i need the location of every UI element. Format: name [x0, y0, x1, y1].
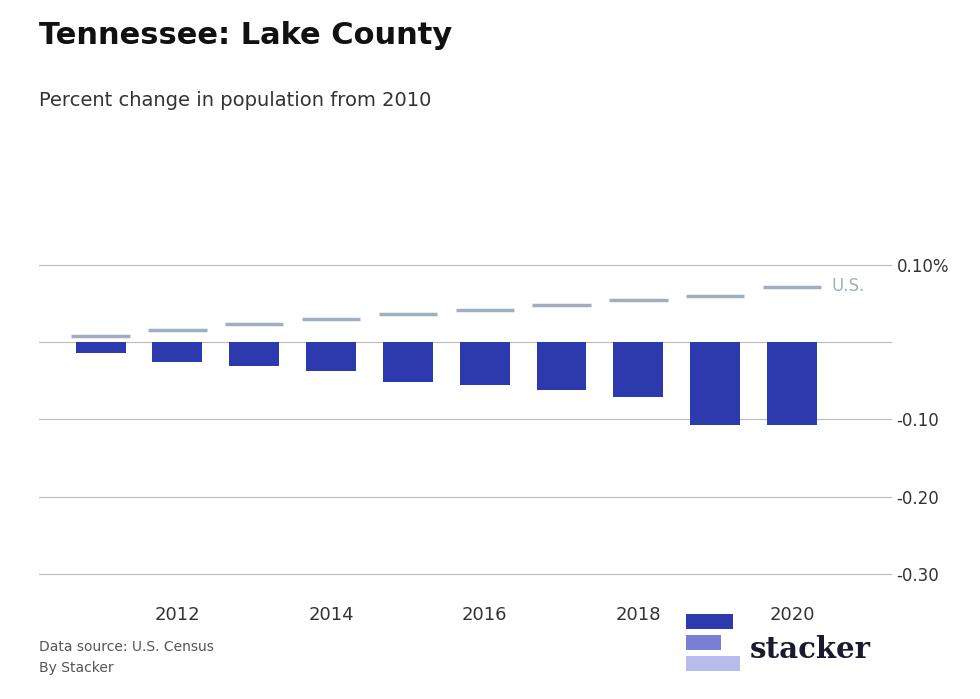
Bar	[75, 342, 125, 353]
Text: stacker: stacker	[750, 635, 870, 664]
Text: Data source: U.S. Census: Data source: U.S. Census	[39, 640, 214, 654]
Text: Tennessee: Lake County: Tennessee: Lake County	[39, 21, 453, 50]
Bar	[229, 342, 279, 366]
Text: By Stacker: By Stacker	[39, 661, 114, 675]
Text: U.S.: U.S.	[832, 277, 865, 294]
Bar	[613, 342, 663, 397]
Text: Percent change in population from 2010: Percent change in population from 2010	[39, 91, 431, 110]
Bar	[536, 342, 586, 390]
Bar	[460, 342, 510, 384]
Bar	[690, 342, 740, 425]
Bar	[383, 342, 433, 382]
Bar	[767, 342, 817, 425]
Bar	[153, 342, 203, 362]
Bar	[306, 342, 356, 371]
